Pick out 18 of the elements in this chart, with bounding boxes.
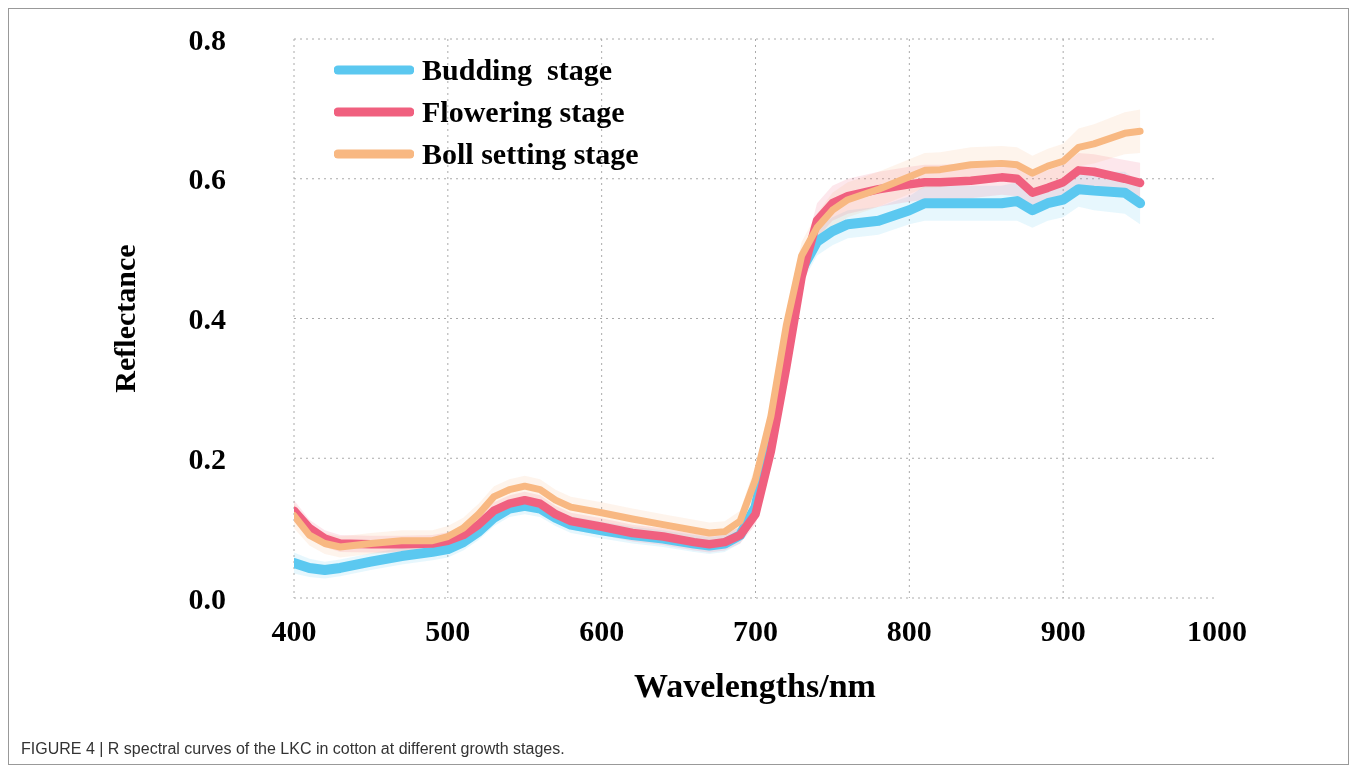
y-tick-label: 0.4 (188, 302, 226, 336)
legend-label: Flowering stage (422, 95, 625, 129)
y-tick-label: 0.6 (188, 162, 226, 196)
caption: FIGURE 4 | R spectral curves of the LKC in cotton at different growth stages. (21, 740, 565, 758)
x-axis-title: Wavelengths/nm (633, 667, 877, 705)
x-tick-label: 900 (1040, 614, 1086, 648)
y-tick-label: 0.8 (188, 22, 226, 56)
y-axis-title: Reflectance (107, 244, 141, 393)
legend-label: Budding stage (422, 53, 613, 87)
x-tick-label: 800 (886, 614, 932, 648)
x-tick-label: 500 (425, 614, 471, 648)
legend-label: Boll setting stage (422, 137, 639, 171)
x-tick-label: 400 (271, 614, 317, 648)
x-tick-label: 1000 (1187, 614, 1247, 648)
y-tick-label: 0.0 (188, 581, 226, 615)
x-tick-label: 600 (579, 614, 625, 648)
y-tick-label: 0.2 (188, 441, 226, 475)
x-tick-label: 700 (733, 614, 778, 648)
